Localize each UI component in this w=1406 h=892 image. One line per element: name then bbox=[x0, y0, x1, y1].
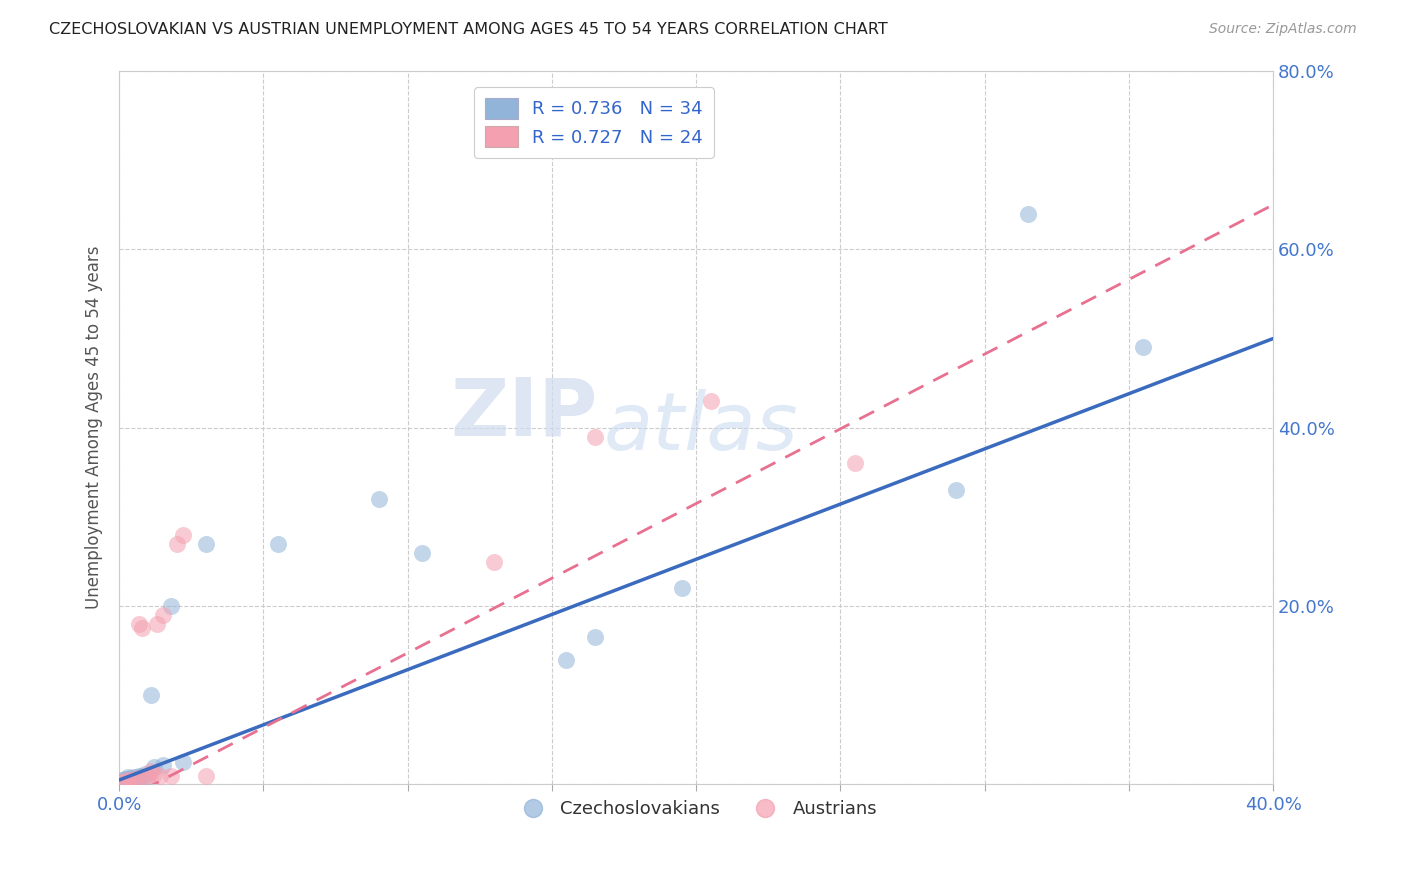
Point bbox=[114, 772, 136, 786]
Point bbox=[117, 772, 139, 787]
Point bbox=[120, 771, 142, 785]
Point bbox=[160, 599, 183, 613]
Y-axis label: Unemployment Among Ages 45 to 54 years: Unemployment Among Ages 45 to 54 years bbox=[86, 246, 103, 609]
Point bbox=[583, 630, 606, 644]
Point bbox=[134, 768, 156, 782]
Point bbox=[111, 774, 134, 789]
Point bbox=[267, 536, 290, 550]
Text: ZIP: ZIP bbox=[451, 375, 598, 452]
Text: atlas: atlas bbox=[603, 389, 799, 467]
Point bbox=[671, 581, 693, 595]
Point bbox=[367, 492, 389, 507]
Point bbox=[139, 764, 162, 778]
Point bbox=[1017, 207, 1039, 221]
Point bbox=[136, 770, 159, 784]
Point bbox=[194, 768, 217, 782]
Point bbox=[122, 770, 145, 784]
Legend: Czechoslovakians, Austrians: Czechoslovakians, Austrians bbox=[508, 793, 884, 825]
Point bbox=[699, 394, 721, 409]
Point bbox=[152, 757, 174, 772]
Point bbox=[142, 759, 165, 773]
Point bbox=[142, 766, 165, 780]
Point bbox=[411, 545, 433, 559]
Point bbox=[117, 770, 139, 784]
Point bbox=[117, 774, 139, 789]
Point bbox=[120, 772, 142, 787]
Point bbox=[152, 607, 174, 622]
Point bbox=[117, 772, 139, 786]
Point bbox=[166, 536, 188, 550]
Point bbox=[134, 766, 156, 780]
Point bbox=[945, 483, 967, 498]
Point bbox=[194, 536, 217, 550]
Point bbox=[139, 688, 162, 702]
Point bbox=[125, 772, 148, 787]
Point bbox=[583, 430, 606, 444]
Point bbox=[128, 770, 150, 784]
Point bbox=[172, 527, 194, 541]
Point bbox=[844, 457, 866, 471]
Point bbox=[149, 768, 172, 782]
Point bbox=[114, 773, 136, 788]
Point bbox=[122, 772, 145, 786]
Point bbox=[114, 773, 136, 788]
Point bbox=[125, 771, 148, 785]
Point bbox=[484, 554, 506, 568]
Point bbox=[555, 652, 578, 666]
Text: CZECHOSLOVAKIAN VS AUSTRIAN UNEMPLOYMENT AMONG AGES 45 TO 54 YEARS CORRELATION C: CZECHOSLOVAKIAN VS AUSTRIAN UNEMPLOYMENT… bbox=[49, 22, 889, 37]
Point bbox=[120, 772, 142, 787]
Point bbox=[117, 774, 139, 789]
Point bbox=[172, 755, 194, 769]
Point bbox=[125, 771, 148, 785]
Point bbox=[131, 768, 153, 782]
Point bbox=[131, 621, 153, 635]
Point bbox=[111, 772, 134, 787]
Point bbox=[146, 616, 169, 631]
Point bbox=[122, 772, 145, 787]
Point bbox=[111, 774, 134, 789]
Point bbox=[160, 768, 183, 782]
Point bbox=[1132, 341, 1154, 355]
Point bbox=[122, 773, 145, 788]
Text: Source: ZipAtlas.com: Source: ZipAtlas.com bbox=[1209, 22, 1357, 37]
Point bbox=[136, 768, 159, 782]
Point bbox=[128, 616, 150, 631]
Point bbox=[128, 768, 150, 782]
